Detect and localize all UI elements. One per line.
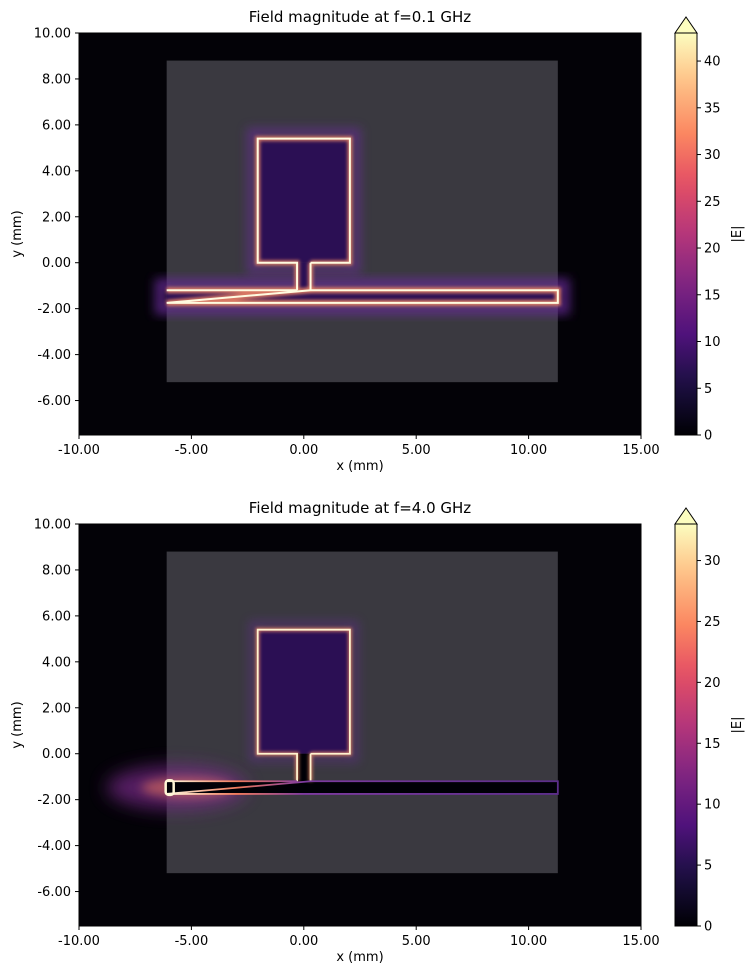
- heatmap-area: [79, 524, 641, 926]
- colorbar-tick-label: 30: [704, 148, 721, 163]
- port-hotspot: [164, 779, 175, 797]
- x-tick-label: -5.00: [175, 443, 209, 458]
- y-tick-label: 6.00: [42, 118, 71, 133]
- colorbar-tick-label: 15: [704, 288, 721, 303]
- x-axis-label: x (mm): [336, 459, 383, 474]
- colorbar-tick-label: 5: [704, 859, 712, 874]
- x-axis: -10.00 -5.00 0.00 5.00 10.00 15.00 x (mm): [58, 926, 660, 965]
- y-tick-label: -4.00: [37, 839, 71, 854]
- colorbar-tick-label: 20: [704, 676, 721, 691]
- y-tick-label: -6.00: [37, 394, 71, 409]
- metal-edges: [166, 136, 561, 306]
- x-tick-label: 0.00: [289, 934, 318, 949]
- colorbar-tick-label: 15: [704, 737, 721, 752]
- y-tick-label: 8.00: [42, 72, 71, 87]
- x-tick-label: -5.00: [175, 934, 209, 949]
- x-tick-label: -10.00: [58, 443, 100, 458]
- x-tick-label: 10.00: [510, 934, 547, 949]
- colorbar-tick-label: 35: [704, 101, 721, 116]
- x-axis-label: x (mm): [336, 950, 383, 965]
- colorbar-tick-label: 0: [704, 429, 712, 444]
- y-axis: -6.00 -4.00 -2.00 0.00 2.00 4.00 6.00 8.00 10.00…: [10, 518, 79, 900]
- x-tick-label: 0.00: [289, 443, 318, 458]
- y-tick-label: -4.00: [37, 348, 71, 363]
- y-tick-label: -6.00: [37, 885, 71, 900]
- heatmap-area: [79, 33, 641, 435]
- field-plot-panel-4ghz: Field magnitude at f=4.0 GHz -10.00 -5.00 0…: [0, 491, 752, 976]
- colorbar: 0 5 10 15 20 25 30 |E|: [674, 507, 745, 935]
- axes-frame: [78, 523, 642, 927]
- x-tick-label: 5.00: [402, 934, 431, 949]
- y-tick-label: 2.00: [42, 210, 71, 225]
- colorbar-gradient: [675, 33, 697, 435]
- feed-interior: [297, 262, 311, 291]
- colorbar-tick-label: 30: [704, 554, 721, 569]
- x-tick-label: 15.00: [622, 443, 659, 458]
- patch-interior: [257, 138, 350, 263]
- x-tick-label: 10.00: [510, 443, 547, 458]
- colorbar-tick-label: 10: [704, 798, 721, 813]
- colorbar-tick-label: 25: [704, 195, 721, 210]
- y-tick-label: 0.00: [42, 747, 71, 762]
- y-tick-label: 2.00: [42, 701, 71, 716]
- colorbar-label: |E|: [730, 226, 745, 243]
- y-axis: -6.00 -4.00 -2.00 0.00 2.00 4.00 6.00 8.00 10.00…: [10, 27, 79, 409]
- colorbar-tick-label: 40: [704, 55, 721, 70]
- colorbar-gradient: [675, 524, 697, 926]
- x-tick-label: 15.00: [622, 934, 659, 949]
- colorbar-extend-max: [674, 16, 698, 34]
- field-plot-4ghz: Field magnitude at f=4.0 GHz -10.00 -5.00 0…: [10, 499, 745, 965]
- x-tick-label: -10.00: [58, 934, 100, 949]
- chart-title: Field magnitude at f=4.0 GHz: [249, 499, 472, 517]
- y-tick-label: -2.00: [37, 302, 71, 317]
- line-interior: [166, 781, 558, 794]
- substrate-region: [166, 60, 558, 383]
- chart-title: Field magnitude at f=0.1 GHz: [249, 8, 472, 26]
- field-plot-panel-0.1ghz: Field magnitude at f=0.1 GHz -10.00 -5.00 0…: [0, 0, 752, 485]
- y-axis-label: y (mm): [10, 701, 25, 748]
- feed-interior: [297, 753, 311, 782]
- x-axis: -10.00 -5.00 0.00 5.00 10.00 15.00 x (mm): [58, 435, 660, 474]
- colorbar-frame: [674, 33, 698, 436]
- y-tick-label: 10.00: [34, 518, 71, 533]
- x-tick-label: 5.00: [402, 443, 431, 458]
- y-tick-label: 4.00: [42, 655, 71, 670]
- substrate-region: [166, 551, 558, 874]
- colorbar-label: |E|: [730, 717, 745, 734]
- colorbar-tick-label: 20: [704, 242, 721, 257]
- y-axis-label: y (mm): [10, 210, 25, 257]
- y-tick-label: 0.00: [42, 256, 71, 271]
- y-tick-label: -2.00: [37, 793, 71, 808]
- colorbar-frame: [674, 524, 698, 927]
- y-tick-label: 10.00: [34, 27, 71, 42]
- colorbar-tick-label: 0: [704, 920, 712, 935]
- axes-frame: [78, 32, 642, 436]
- y-tick-label: 6.00: [42, 609, 71, 624]
- y-tick-label: 8.00: [42, 563, 71, 578]
- colorbar-tick-label: 10: [704, 335, 721, 350]
- colorbar: 0 5 10 15 20 25 30 35 40 |E|: [674, 16, 745, 444]
- field-plot-0.1ghz: Field magnitude at f=0.1 GHz -10.00 -5.00 0…: [10, 8, 745, 474]
- y-tick-label: 4.00: [42, 164, 71, 179]
- colorbar-tick-label: 25: [704, 615, 721, 630]
- colorbar-extend-max: [674, 507, 698, 525]
- patch-interior: [257, 629, 350, 754]
- colorbar-tick-label: 5: [704, 382, 712, 397]
- metal-edges: [164, 627, 559, 797]
